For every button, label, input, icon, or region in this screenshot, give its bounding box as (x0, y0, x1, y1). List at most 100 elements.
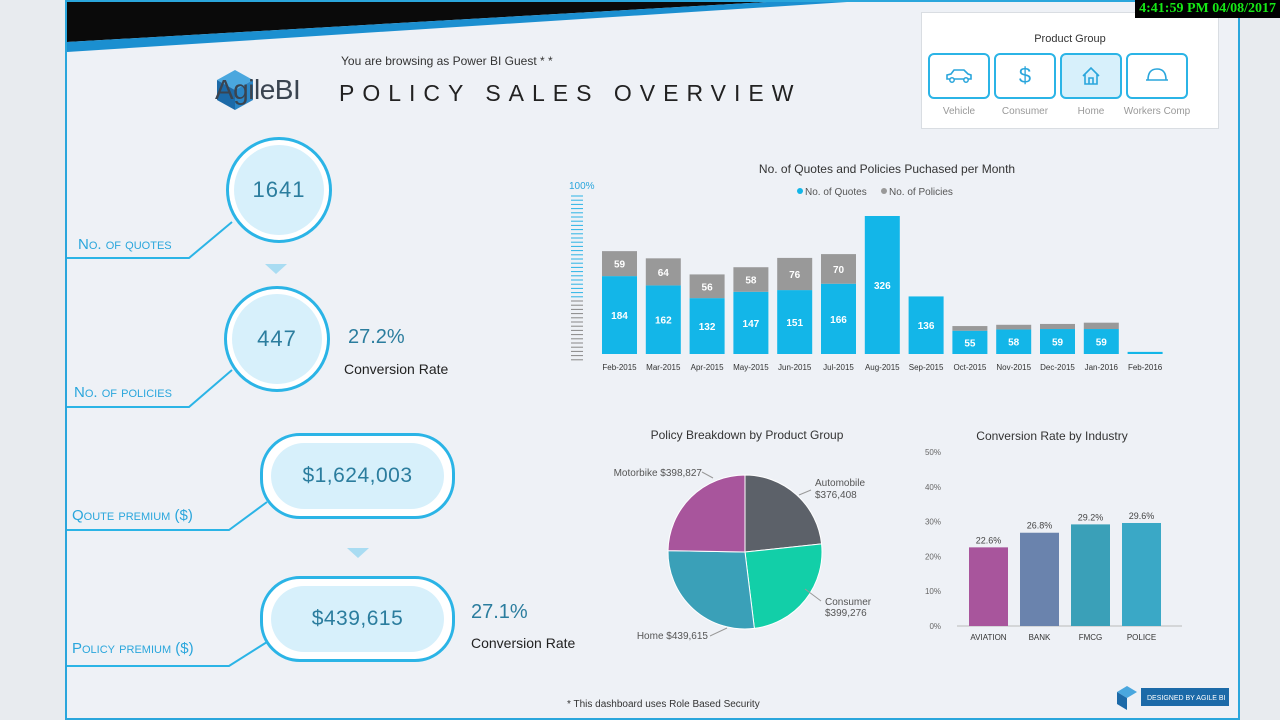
y-tick-label: 20% (925, 552, 941, 561)
slicer-label-workers-comp: Workers Comp (1123, 106, 1191, 117)
policies-bar (777, 257, 813, 291)
quotes-data-label: 184 (611, 311, 628, 322)
quotes-bar (777, 290, 813, 354)
industry-data-label: 22.6% (976, 535, 1002, 545)
kpi-connector-lines (67, 221, 268, 667)
quotes-value: 1641 (234, 145, 324, 235)
policies-data-label: 70 (833, 265, 845, 276)
x-tick-label: Jun-2015 (778, 363, 812, 372)
quotes-data-label: 136 (918, 321, 935, 332)
quotes-bar (1127, 351, 1163, 354)
quotes-bar (821, 283, 856, 354)
quotes-bar (602, 276, 637, 354)
down-arrow-icon (265, 264, 287, 274)
slicer-button-vehicle[interactable] (928, 53, 990, 99)
x-tick-label: Feb-2016 (1128, 363, 1163, 372)
x-tick-label: Apr-2015 (691, 363, 724, 372)
footnote: * This dashboard uses Role Based Securit… (567, 699, 760, 710)
x-tick-label: Jul-2015 (823, 363, 854, 372)
pie-slice-motorbike (667, 474, 746, 553)
pie-value-automobile: $376,408 (815, 490, 857, 501)
policies-data-label: 76 (789, 270, 801, 281)
quotes-bar (733, 291, 769, 354)
x-tick-label: Nov-2015 (996, 363, 1031, 372)
x-tick-label: Jan-2016 (1085, 363, 1119, 372)
legend-label-policies: No. of Policies (889, 187, 953, 198)
legend-marker-policies (881, 188, 887, 194)
industry-bar (1020, 532, 1059, 626)
pie-label-consumer: Consumer (825, 597, 872, 608)
quotes-data-label: 132 (699, 322, 716, 333)
quotes-kpi-circle: 1641 (226, 137, 332, 243)
x-tick-label: FMCG (1079, 633, 1103, 642)
policies-data-label: 58 (745, 275, 757, 286)
dashboard-canvas: You are browsing as Power BI Guest * * A… (65, 0, 1240, 720)
quotes-bar (1040, 329, 1075, 354)
policies-bar (1040, 323, 1075, 330)
pie-label-home: Home $439,615 (637, 631, 709, 642)
policies-kpi-circle: 447 (224, 286, 330, 392)
x-tick-label: Mar-2015 (646, 363, 681, 372)
leader-line (709, 627, 728, 637)
slicer-label-vehicle: Vehicle (942, 106, 976, 117)
y-tick-label: 10% (925, 587, 941, 596)
pie-slice-automobile (744, 474, 823, 553)
x-tick-label: BANK (1029, 633, 1051, 642)
pie-value-consumer: $399,276 (825, 608, 867, 619)
y-tick-label: 0% (929, 622, 941, 631)
slicer-button-home[interactable] (1060, 53, 1122, 99)
leader-line (798, 489, 812, 496)
timestamp-overlay: 4:41:59 PM 04/08/2017 (1135, 0, 1280, 18)
leader-line (804, 588, 822, 602)
pie-label-automobile: Automobile (815, 478, 865, 489)
quotes-bar (864, 216, 900, 354)
policies-bar (1083, 322, 1119, 330)
industry-bar (1071, 524, 1110, 626)
x-tick-label: May-2015 (733, 363, 769, 372)
x-tick-label: AVIATION (970, 633, 1006, 642)
down-arrow-icon (347, 548, 369, 558)
logo-text: AgileBI (215, 74, 301, 105)
slicer-button-workers-comp[interactable] (1126, 53, 1188, 99)
industry-chart-title: Conversion Rate by Industry (976, 429, 1128, 443)
industry-bar (969, 547, 1008, 626)
quotes-data-label: 147 (743, 319, 760, 330)
dollar-icon: $ (1018, 63, 1032, 88)
quotes-data-label: 59 (1052, 338, 1064, 349)
conversion-rate-label-2: Conversion Rate (471, 635, 576, 651)
y-tick-label: 30% (925, 518, 941, 527)
quotes-bar (1083, 329, 1119, 354)
x-tick-label: POLICE (1127, 633, 1156, 642)
quotes-bar (952, 330, 988, 354)
industry-data-label: 29.2% (1078, 512, 1104, 522)
slicer-title: Product Group (1034, 33, 1106, 45)
policy-breakdown-pie-chart: Automobile$376,408 Consumer$399,276 Home $… (614, 468, 872, 642)
slicer-label-consumer: Consumer (1001, 106, 1049, 117)
policies-bar (996, 324, 1032, 330)
pie-label-motorbike: Motorbike $398,827 (614, 468, 703, 479)
quotes-data-label: 55 (964, 338, 976, 349)
pie-chart-title: Policy Breakdown by Product Group (650, 428, 844, 442)
policies-bar (821, 254, 856, 284)
conversion-by-industry-chart: 0% 10% 20% 30% 40% 50% 22.6% AVIATION 26.8% BANK 2… (925, 448, 1182, 642)
quotes-bar (645, 285, 681, 354)
policies-bar (689, 274, 725, 299)
policies-label: No. of policies (74, 384, 172, 401)
policies-bar (733, 267, 769, 292)
policy-premium-kpi: $439,615 (260, 576, 455, 662)
monthly-chart-title: No. of Quotes and Policies Puchased per … (758, 162, 1016, 176)
product-group-slicer: Product Group $ Vehicle Consumer Home Wo… (921, 12, 1219, 129)
policies-bar (952, 326, 988, 331)
designed-by-badge: DESIGNED BY AGILE BI (1117, 686, 1229, 710)
industry-data-label: 29.6% (1129, 511, 1155, 521)
slicer-button-consumer[interactable]: $ (994, 53, 1056, 99)
quotes-data-label: 58 (1008, 338, 1020, 349)
conversion-rate-label-1: Conversion Rate (344, 361, 449, 377)
leader-line (701, 471, 714, 479)
policy-premium-label: Policy premium ($) (72, 640, 194, 657)
policies-value: 447 (232, 294, 322, 384)
quotes-label: No. of quotes (78, 236, 172, 253)
quotes-data-label: 59 (1096, 338, 1108, 349)
conversion-rate-value-1: 27.2% (348, 326, 405, 348)
hardhat-icon (1146, 68, 1168, 81)
